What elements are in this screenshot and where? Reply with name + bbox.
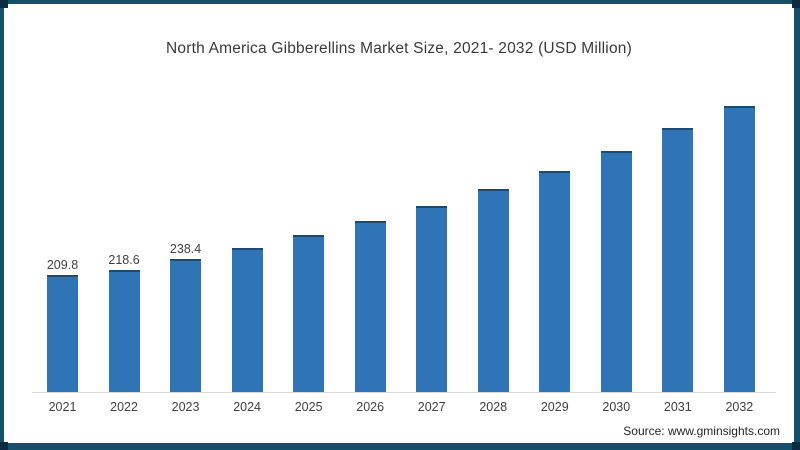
x-tick-2029: 2029 (540, 400, 569, 414)
source-text: Source: www.gminsights.com (623, 424, 780, 438)
x-tick-2031: 2031 (663, 400, 692, 414)
bar-rect-2031 (662, 128, 694, 392)
bar-rect-2032 (723, 106, 755, 392)
plot-area: 209.8 218.6 238.4 2021 2022 2023 2024 2025 2026… (4, 4, 794, 443)
x-tick-2021: 2021 (48, 400, 77, 414)
bar-2024 (231, 4, 263, 392)
corner-accent-top-left (0, 0, 8, 8)
bar-2026 (354, 4, 386, 392)
x-tick-2022: 2022 (110, 400, 138, 414)
x-tick-2023: 2023 (171, 400, 200, 414)
x-tick-2030: 2030 (602, 400, 631, 414)
chart-title: North America Gibberellins Market Size, … (166, 40, 632, 57)
bar-2031 (662, 4, 694, 392)
bar-rect-2030 (600, 151, 632, 392)
x-axis-labels: 2021 2022 2023 2024 2025 2026 2027 2028 2029 2030… (47, 400, 755, 414)
bar-2029 (539, 4, 571, 392)
bar-rect-2024 (231, 248, 263, 392)
bar-2023: 238.4 (170, 4, 201, 392)
bar-2022: 218.6 (108, 4, 140, 392)
x-tick-2024: 2024 (233, 400, 261, 414)
bar-rect-2022: 218.6 (108, 253, 140, 392)
bar-2032 (723, 4, 755, 392)
bar-2025 (293, 4, 325, 392)
x-tick-2028: 2028 (479, 400, 508, 414)
bar-rect-2023: 238.4 (170, 242, 201, 392)
bar-rect-2026 (354, 221, 386, 392)
corner-accent-bottom-right (792, 442, 800, 450)
bar-value-label-2023: 238.4 (169, 242, 202, 256)
bar-rect-2029 (539, 171, 571, 392)
bar-2028 (477, 4, 509, 392)
bar-2030 (600, 4, 632, 392)
bar-2021: 209.8 (47, 4, 78, 392)
bar-rect-2027 (416, 206, 448, 392)
bar-value-label-2021: 209.8 (46, 258, 79, 272)
x-tick-2027: 2027 (417, 400, 446, 414)
x-tick-2032: 2032 (725, 400, 754, 414)
bar-value-label-2022: 218.6 (108, 253, 140, 267)
bar-2027 (416, 4, 448, 392)
bar-rect-2028 (477, 189, 509, 392)
x-tick-2025: 2025 (294, 400, 323, 414)
x-tick-2026: 2026 (356, 400, 385, 414)
bar-rect-2025 (293, 235, 325, 392)
corner-accent-bottom-left (0, 442, 8, 450)
bars-group: 209.8 218.6 238.4 (47, 4, 755, 392)
x-axis-line (32, 392, 776, 393)
corner-accent-top-right (792, 0, 800, 8)
bar-rect-2021: 209.8 (47, 258, 78, 392)
